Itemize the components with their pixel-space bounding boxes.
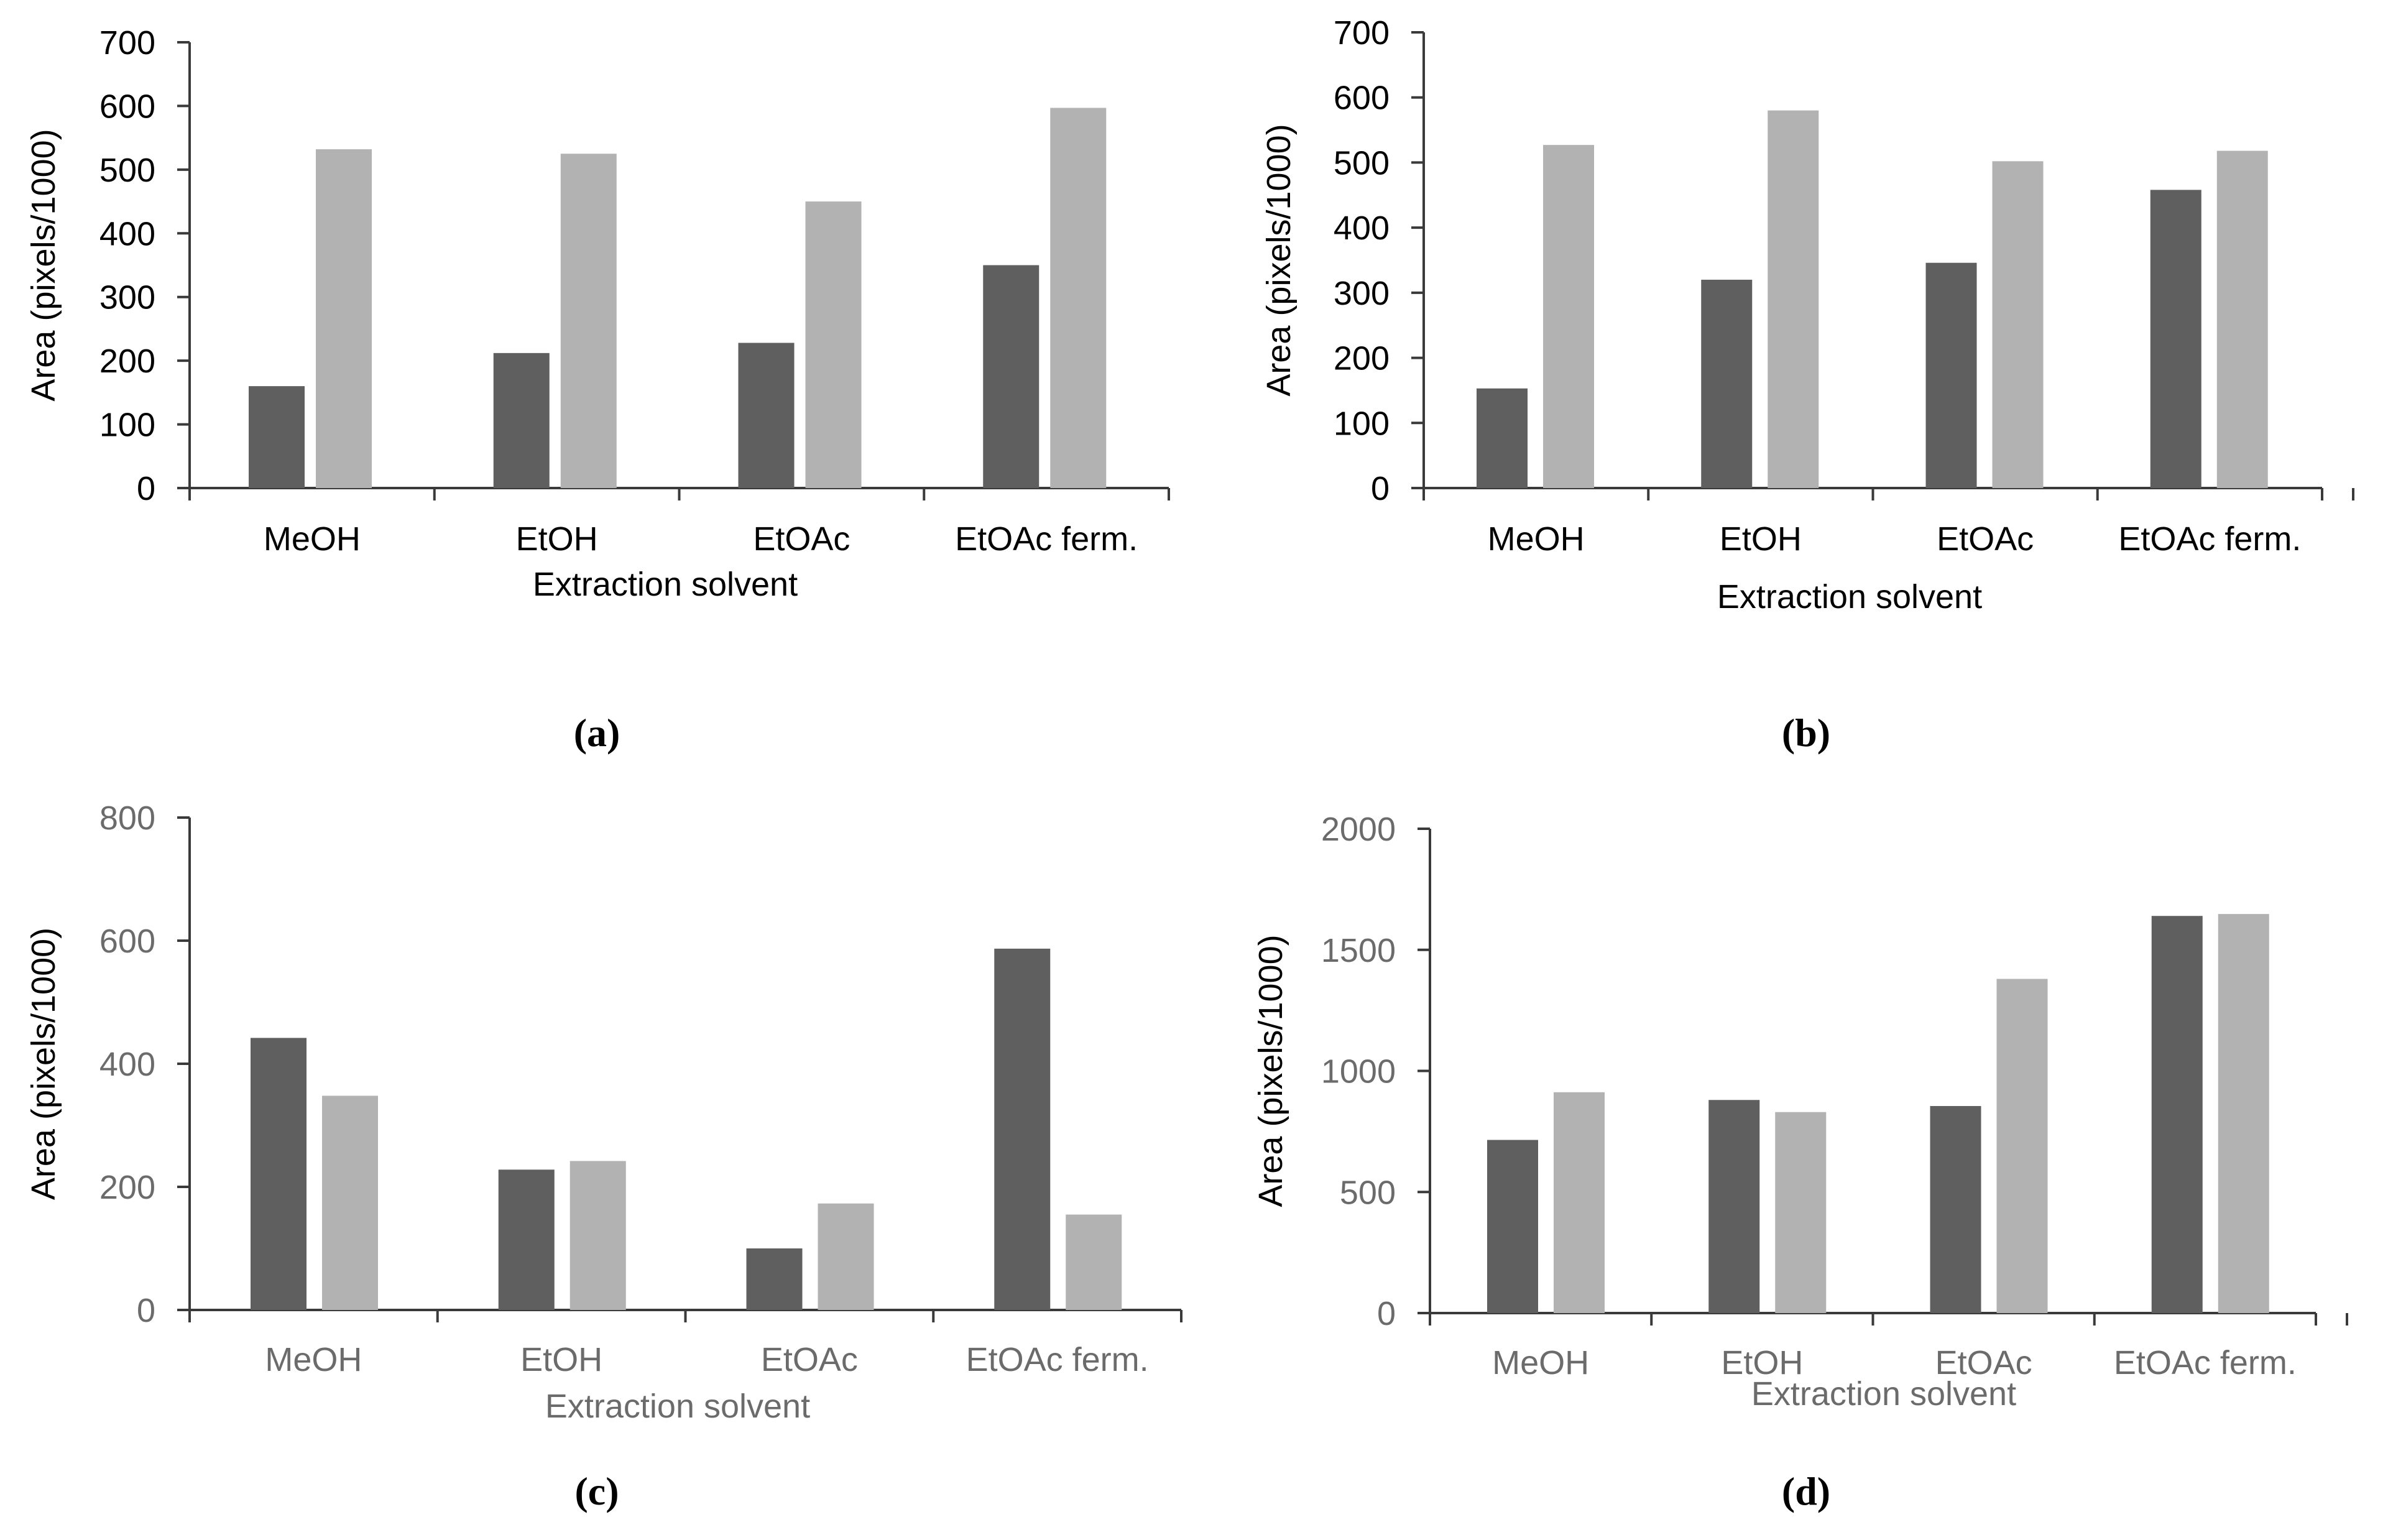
y-axis-title: Area (pixels/1000) [1252, 934, 1289, 1207]
x-category-label: EtOAc [1937, 520, 2034, 558]
y-tick-label: 0 [1371, 470, 1390, 507]
bar-series-2-2 [805, 201, 862, 488]
x-category-label: EtOAc ferm. [2114, 1344, 2297, 1381]
x-category-label: EtOH [520, 1341, 602, 1378]
bar-series-1-3 [2151, 916, 2203, 1313]
bar-series-1-3 [994, 948, 1051, 1310]
y-tick-label: 0 [137, 1292, 155, 1329]
x-axis-title: Extraction solvent [1751, 1375, 2016, 1413]
bar-series-2-3 [2216, 150, 2268, 488]
y-tick-label: 100 [1334, 405, 1390, 442]
y-tick-label: 700 [99, 24, 155, 62]
y-tick-label: 200 [99, 343, 155, 380]
y-tick-label: 400 [99, 1046, 155, 1083]
bar-series-1-2 [746, 1248, 803, 1310]
x-axis-title: Extraction solvent [545, 1388, 810, 1425]
x-category-label: EtOAc [1935, 1344, 2032, 1381]
y-tick-label: 300 [99, 279, 155, 316]
bar-series-2-2 [1996, 979, 2048, 1313]
bar-series-1-1 [498, 1169, 555, 1310]
chart-panel-a: 0 100 200 300 400 500 600 700 MeOH EtOH EtOAc EtOAc… [25, 24, 1170, 755]
y-axis-title: Area (pixels/1000) [25, 129, 62, 401]
y-tick-label: 2000 [1321, 811, 1396, 848]
y-tick-label: 400 [99, 215, 155, 252]
bar-series-2-1 [569, 1161, 626, 1310]
y-tick-label: 600 [1334, 80, 1390, 117]
bar-series-2-3 [2218, 914, 2269, 1313]
x-category-label: EtOH [516, 520, 598, 558]
bar-series-2-1 [1768, 110, 1819, 488]
bar-series-2-0 [1554, 1092, 1605, 1313]
bar-series-1-0 [251, 1038, 307, 1310]
y-tick-label: 500 [99, 152, 155, 189]
y-axis-title: Area (pixels/1000) [25, 928, 62, 1200]
chart-panel-b: 0 100 200 300 400 500 600 700 MeOH EtOH EtOAc EtOAc… [1260, 14, 2354, 755]
bar-series-1-2 [738, 343, 795, 488]
panel-label: (d) [1782, 1469, 1830, 1513]
y-tick-label: 0 [1377, 1295, 1396, 1332]
bar-series-1-3 [983, 265, 1040, 488]
panel-label: (b) [1782, 711, 1830, 755]
x-category-label: EtOAc ferm. [966, 1341, 1149, 1378]
x-category-label: EtOAc [761, 1341, 858, 1378]
panel-label: (a) [574, 711, 620, 755]
bar-series-1-2 [1930, 1105, 1981, 1313]
x-category-label: EtOH [1721, 1344, 1803, 1381]
x-category-label: EtOAc ferm. [955, 520, 1138, 558]
x-category-label: MeOH [264, 520, 361, 558]
y-tick-label: 300 [1334, 275, 1390, 312]
x-axis-title: Extraction solvent [533, 566, 798, 603]
x-category-label: EtOAc ferm. [2118, 520, 2301, 558]
bar-series-2-3 [1066, 1214, 1122, 1310]
bar-series-1-2 [1925, 262, 1977, 488]
bar-series-2-0 [322, 1095, 378, 1310]
y-tick-label: 0 [137, 470, 155, 507]
x-category-label: MeOH [1492, 1344, 1589, 1381]
y-tick-label: 200 [99, 1169, 155, 1206]
y-tick-label: 500 [1340, 1174, 1396, 1211]
x-category-label: EtOAc [753, 520, 850, 558]
y-tick-label: 600 [99, 923, 155, 960]
bar-series-2-2 [818, 1203, 874, 1310]
x-axis-title: Extraction solvent [1717, 578, 1982, 616]
y-tick-label: 400 [1334, 210, 1390, 247]
bar-series-2-3 [1050, 108, 1107, 488]
y-tick-label: 1000 [1321, 1053, 1396, 1090]
y-tick-label: 100 [99, 407, 155, 444]
bar-series-1-3 [2150, 190, 2201, 488]
bar-series-2-1 [1775, 1112, 1827, 1313]
x-category-label: EtOH [1720, 520, 1802, 558]
bar-series-1-1 [1708, 1100, 1760, 1313]
bar-series-1-0 [1477, 388, 1528, 488]
bar-series-2-0 [316, 149, 372, 488]
y-tick-label: 1500 [1321, 932, 1396, 969]
y-tick-label: 700 [1334, 14, 1390, 52]
bar-series-1-1 [493, 353, 550, 488]
bar-series-1-1 [1701, 279, 1753, 488]
chart-panel-d: 0 500 1000 1500 2000 MeOH EtOH EtOAc EtOAc ferm.… [1252, 811, 2348, 1513]
y-axis-title: Area (pixels/1000) [1260, 124, 1298, 396]
bar-series-1-0 [1487, 1140, 1538, 1313]
chart-panel-c: 0 200 400 600 800 MeOH EtOH EtOAc EtOAc ferm. Ext… [25, 800, 1182, 1513]
y-tick-label: 800 [99, 800, 155, 837]
panel-label: (c) [574, 1469, 619, 1513]
y-tick-label: 500 [1334, 144, 1390, 182]
bar-series-2-1 [560, 154, 617, 488]
x-category-label: MeOH [1488, 520, 1585, 558]
bar-series-2-0 [1543, 145, 1594, 489]
x-category-label: MeOH [265, 1341, 362, 1378]
y-tick-label: 200 [1334, 340, 1390, 377]
bar-series-1-0 [249, 386, 305, 488]
bar-series-2-2 [1992, 161, 2044, 488]
y-tick-label: 600 [99, 88, 155, 125]
